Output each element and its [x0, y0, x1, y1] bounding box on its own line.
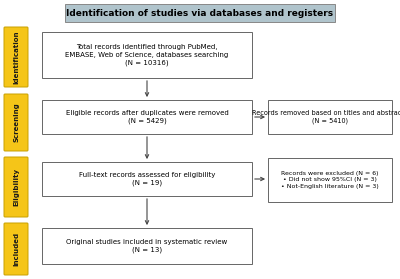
Text: Identification of studies via databases and registers: Identification of studies via databases …	[66, 8, 334, 18]
Text: Original studies included in systematic review
(N = 13): Original studies included in systematic …	[66, 239, 228, 253]
FancyBboxPatch shape	[4, 94, 28, 151]
Bar	[42, 100, 252, 134]
FancyBboxPatch shape	[4, 27, 28, 87]
Text: Records were excluded (N = 6)
• Did not show 95%CI (N = 3)
• Not-English literat: Records were excluded (N = 6) • Did not …	[281, 171, 379, 189]
Bar	[42, 32, 252, 78]
Bar	[268, 158, 392, 202]
FancyBboxPatch shape	[4, 157, 28, 217]
Bar	[65, 4, 335, 22]
Text: Full-text records assessed for eligibility
(N = 19): Full-text records assessed for eligibili…	[79, 172, 215, 186]
Text: Total records identified through PubMed,
EMBASE, Web of Science, databases searc: Total records identified through PubMed,…	[65, 44, 229, 66]
Text: Included: Included	[13, 232, 19, 266]
Text: Eligibility: Eligibility	[13, 168, 19, 206]
Text: Records removed based on titles and abstracts
(N = 5410): Records removed based on titles and abst…	[252, 110, 400, 124]
Bar	[42, 162, 252, 196]
Text: Eligible records after duplicates were removed
(N = 5429): Eligible records after duplicates were r…	[66, 110, 228, 124]
Text: Identification: Identification	[13, 30, 19, 84]
FancyBboxPatch shape	[4, 223, 28, 275]
Text: Screening: Screening	[13, 103, 19, 142]
Bar	[268, 100, 392, 134]
Bar	[42, 228, 252, 264]
